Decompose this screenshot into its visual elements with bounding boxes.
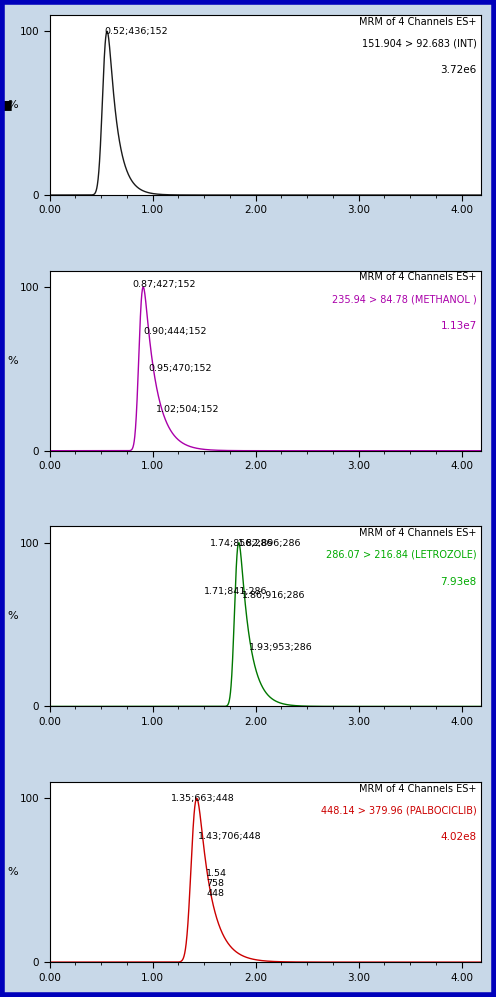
Text: 0.90;444;152: 0.90;444;152 bbox=[143, 327, 207, 336]
Text: 1.54
758
448: 1.54 758 448 bbox=[206, 868, 227, 898]
Text: 1.82;896;286: 1.82;896;286 bbox=[238, 538, 302, 547]
Text: 151.904 > 92.683 (INT): 151.904 > 92.683 (INT) bbox=[362, 38, 477, 49]
Text: 235.94 > 84.78 (METHANOL ): 235.94 > 84.78 (METHANOL ) bbox=[332, 294, 477, 304]
Y-axis label: %: % bbox=[7, 611, 18, 621]
Text: 1.35;663;448: 1.35;663;448 bbox=[171, 795, 235, 804]
Text: 1.02;504;152: 1.02;504;152 bbox=[156, 406, 219, 415]
Text: 0.52;436;152: 0.52;436;152 bbox=[104, 27, 168, 36]
Text: 448.14 > 379.96 (PALBOCICLIB): 448.14 > 379.96 (PALBOCICLIB) bbox=[321, 806, 477, 816]
Text: MRM of 4 Channels ES+: MRM of 4 Channels ES+ bbox=[360, 272, 477, 282]
Text: 1.13e7: 1.13e7 bbox=[440, 321, 477, 331]
Y-axis label: %: % bbox=[7, 100, 18, 110]
Text: 286.07 > 216.84 (LETROZOLE): 286.07 > 216.84 (LETROZOLE) bbox=[326, 549, 477, 559]
Text: 0.87;427;152: 0.87;427;152 bbox=[132, 279, 195, 289]
Text: MRM of 4 Channels ES+: MRM of 4 Channels ES+ bbox=[360, 528, 477, 538]
Text: MRM of 4 Channels ES+: MRM of 4 Channels ES+ bbox=[360, 784, 477, 794]
Text: MRM of 4 Channels ES+: MRM of 4 Channels ES+ bbox=[360, 17, 477, 27]
Text: 1.71;841;286: 1.71;841;286 bbox=[204, 587, 267, 596]
Text: 3.72e6: 3.72e6 bbox=[440, 66, 477, 76]
Text: 1.86;916;286: 1.86;916;286 bbox=[242, 590, 306, 599]
Y-axis label: %: % bbox=[7, 867, 18, 877]
X-axis label: Time: Time bbox=[454, 995, 482, 997]
Y-axis label: %: % bbox=[7, 356, 18, 366]
Text: 0.95;470;152: 0.95;470;152 bbox=[148, 364, 212, 373]
Text: 7.93e8: 7.93e8 bbox=[440, 576, 477, 587]
Text: 4.02e8: 4.02e8 bbox=[440, 832, 477, 842]
Text: ■: ■ bbox=[0, 99, 12, 112]
Text: 1.43;706;448: 1.43;706;448 bbox=[198, 831, 261, 840]
Text: 1.93;953;286: 1.93;953;286 bbox=[249, 643, 313, 652]
Text: 1.74;856;286: 1.74;856;286 bbox=[210, 538, 274, 547]
